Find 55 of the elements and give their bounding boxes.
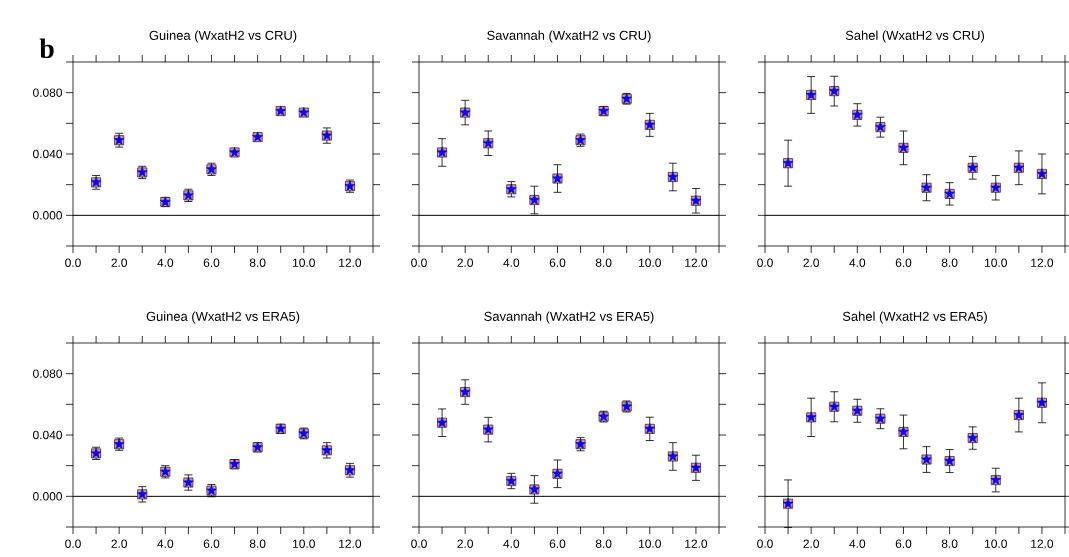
- x-tick-label: 10.0: [985, 539, 1007, 548]
- x-tick-label: 10.0: [639, 258, 661, 267]
- chart-title: Guinea (WxatH2 vs ERA5): [146, 311, 300, 324]
- x-tick-label: 12.0: [685, 539, 708, 548]
- x-tick-label: 6.0: [203, 539, 220, 548]
- x-tick-label: 10.0: [639, 539, 661, 548]
- x-tick-label: 4.0: [157, 258, 174, 267]
- y-tick-label: 0.080: [33, 88, 63, 97]
- x-tick-label: 4.0: [503, 539, 520, 548]
- x-tick-label: 6.0: [549, 539, 566, 548]
- x-tick-label: 2.0: [457, 539, 474, 548]
- chart-title: Sahel (WxatH2 vs CRU): [845, 30, 984, 43]
- x-tick-label: 8.0: [595, 539, 612, 548]
- x-tick-label: 12.0: [1031, 539, 1054, 548]
- x-tick-label: 2.0: [803, 258, 820, 267]
- x-tick-label: 8.0: [941, 258, 958, 267]
- x-tick-label: 2.0: [111, 539, 127, 548]
- chart-title: Sahel (WxatH2 vs ERA5): [842, 311, 987, 324]
- x-tick-label: 6.0: [549, 258, 566, 267]
- x-tick-label: 12.0: [1031, 258, 1054, 267]
- x-tick-label: 6.0: [895, 539, 912, 548]
- x-tick-label: 8.0: [249, 539, 266, 548]
- x-tick-label: 0.0: [65, 258, 81, 267]
- y-tick-label: 0.040: [33, 430, 63, 440]
- x-tick-label: 6.0: [203, 258, 220, 267]
- chart-title: Guinea (WxatH2 vs CRU): [149, 30, 297, 43]
- x-tick-label: 12.0: [685, 258, 708, 267]
- x-tick-label: 0.0: [65, 539, 81, 548]
- chart-title: Savannah (WxatH2 vs ERA5): [484, 311, 654, 324]
- x-tick-label: 10.0: [985, 258, 1007, 267]
- x-tick-label: 12.0: [339, 539, 362, 548]
- x-tick-label: 4.0: [503, 258, 520, 267]
- chart-title: Savannah (WxatH2 vs CRU): [487, 30, 651, 43]
- x-tick-label: 6.0: [895, 258, 912, 267]
- x-tick-label: 2.0: [457, 258, 474, 267]
- x-tick-label: 0.0: [411, 258, 427, 267]
- x-tick-label: 12.0: [339, 258, 362, 267]
- y-tick-label: 0.040: [33, 149, 63, 159]
- text: b: [39, 38, 54, 59]
- x-tick-label: 4.0: [157, 539, 174, 548]
- x-tick-label: 8.0: [249, 258, 266, 267]
- x-tick-label: 0.0: [411, 539, 427, 548]
- x-tick-label: 4.0: [849, 258, 866, 267]
- y-tick-label: 0.080: [33, 369, 63, 378]
- x-tick-label: 4.0: [849, 539, 866, 548]
- x-tick-label: 0.0: [757, 539, 773, 548]
- x-tick-label: 10.0: [293, 539, 315, 548]
- y-tick-label: 0.000: [33, 492, 63, 501]
- x-tick-label: 10.0: [293, 258, 315, 267]
- x-tick-label: 0.0: [757, 258, 773, 267]
- x-tick-label: 8.0: [941, 539, 958, 548]
- x-tick-label: 2.0: [111, 258, 127, 267]
- y-tick-label: 0.000: [33, 211, 63, 220]
- x-tick-label: 8.0: [595, 258, 612, 267]
- x-tick-label: 2.0: [803, 539, 820, 548]
